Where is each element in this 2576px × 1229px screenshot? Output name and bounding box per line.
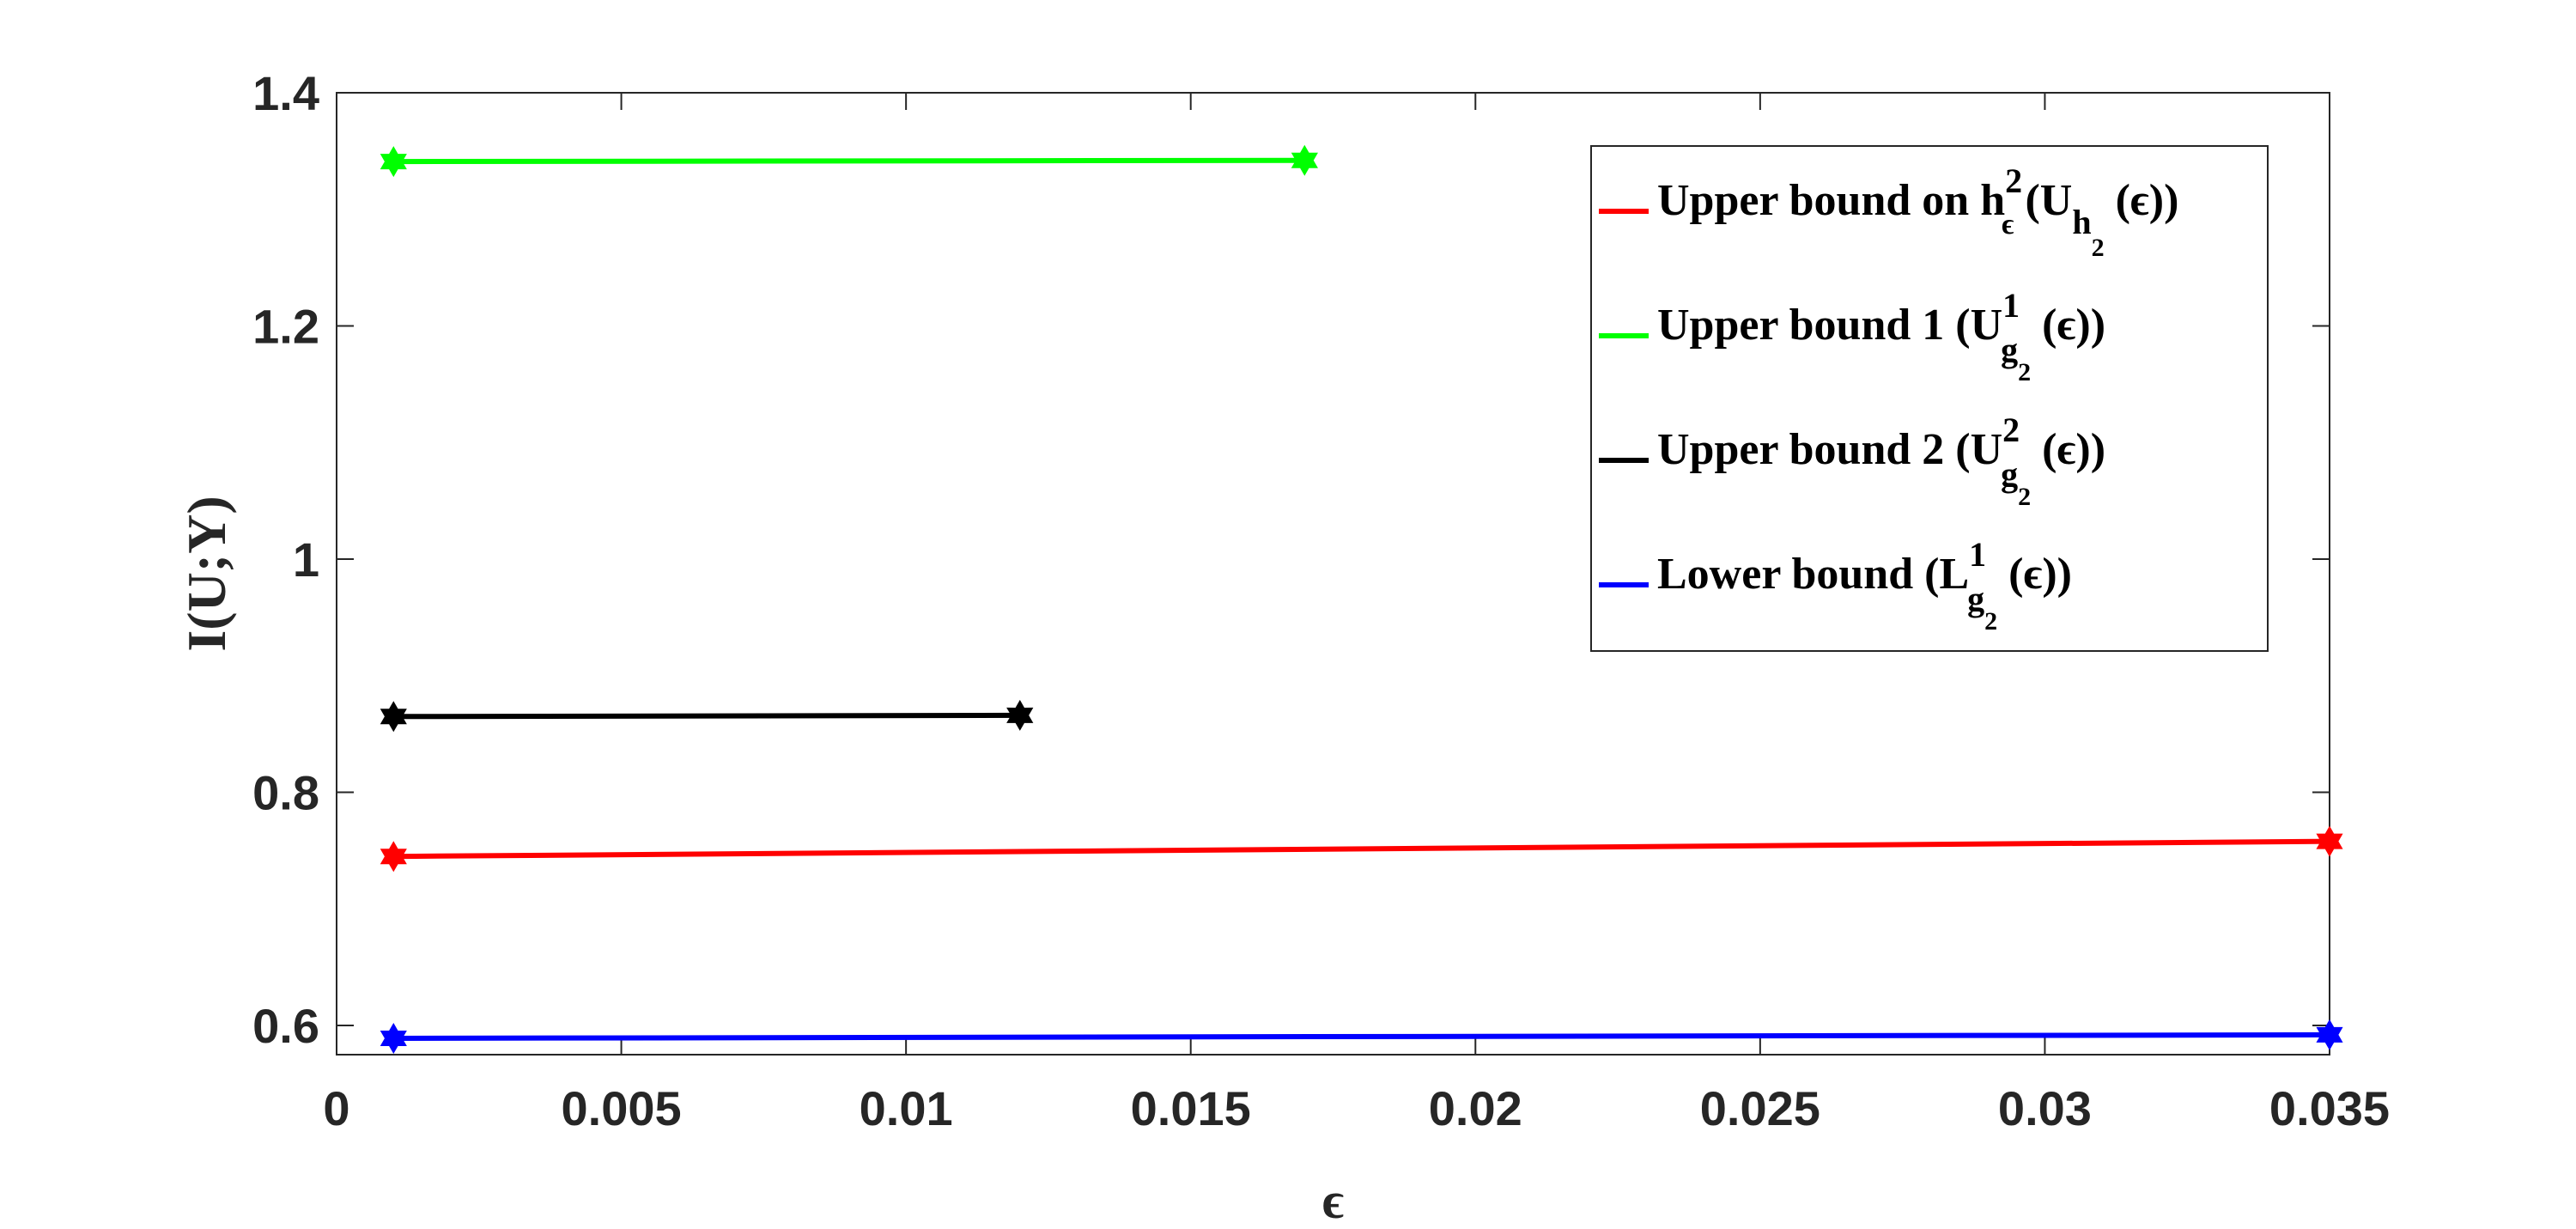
x-tick-label: 0.005 [562,1081,682,1135]
legend-label: Upper bound on h2 ϵ (Uh2 (ϵ)) [1657,161,2178,262]
x-tick-label: 0.015 [1131,1081,1251,1135]
x-tick-label: 0.03 [1998,1081,2092,1135]
data-point [1291,144,1318,176]
legend-label: Lower bound (L1 g2 (ϵ)) [1657,535,2072,636]
axis-ticks: 0 0.005 0.01 0.015 0.02 0.025 0.03 0.035 0.6 0.8 1… [252,66,2390,1135]
legend-entry-1: Upper bound on h2 ϵ (Uh2 (ϵ)) [1599,161,2178,262]
legend-entry-3: Upper bound 2 (U2 g2 (ϵ)) [1599,411,2105,511]
x-axis-label: ϵ [1322,1172,1344,1229]
data-point [2316,1019,2343,1050]
series-line [393,838,2330,860]
legend-entry-2: Upper bound 1 (U1 g2 (ϵ)) [1599,286,2105,386]
series-line [393,712,1020,720]
x-tick-label: 0.01 [860,1081,953,1135]
y-tick-label: 0.6 [252,999,319,1053]
series-layer [380,144,2343,1055]
legend-box [1590,145,2269,652]
data-point [380,841,407,873]
series-2 [380,144,1318,178]
y-tick-label: 0.8 [252,766,319,820]
x-tick-label: 0.035 [2269,1081,2390,1135]
series-line [393,1031,2330,1041]
series-4 [380,1019,2343,1055]
y-axis-label: I(U;Y) [176,496,237,651]
data-point [380,1022,407,1055]
x-tick-label: 0.025 [1700,1081,1820,1135]
x-tick-label: 0 [323,1081,349,1135]
data-point [2316,825,2343,857]
data-point [1006,699,1034,731]
y-tick-label: 1.2 [252,300,319,354]
y-tick-label: 1 [293,532,319,587]
series-1 [380,825,2343,873]
legend-entry-4: Lower bound (L1 g2 (ϵ)) [1599,535,2072,636]
legend-label: Upper bound 2 (U2 g2 (ϵ)) [1657,411,2105,511]
data-point [380,701,407,733]
y-tick-label: 1.4 [252,66,319,120]
data-point [380,146,407,178]
legend-label: Upper bound 1 (U1 g2 (ϵ)) [1657,286,2105,386]
legend: Upper bound on h2 ϵ (Uh2 (ϵ)) Upper bound … [1590,145,2269,652]
series-3 [380,699,1034,733]
x-tick-label: 0.02 [1429,1081,1522,1135]
